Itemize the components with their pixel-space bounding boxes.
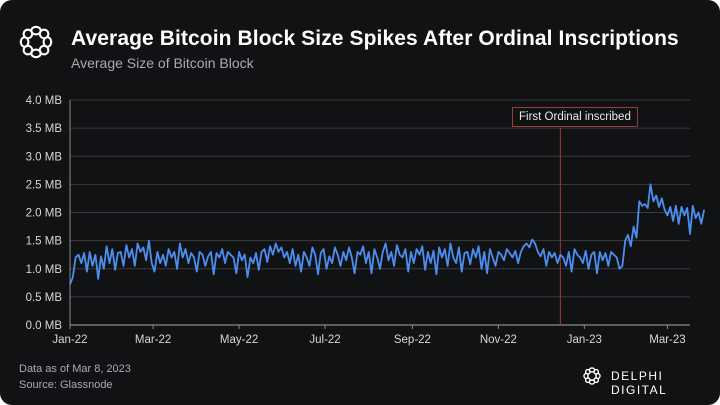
y-tick-label: 0.0 MB <box>26 320 63 332</box>
x-tick-label: Mar-23 <box>649 334 685 346</box>
y-tick-label: 1.5 MB <box>26 236 63 248</box>
data-source: Source: Glassnode <box>19 379 113 391</box>
x-tick-label: Mar-22 <box>135 334 171 346</box>
chart-title: Average Bitcoin Block Size Spikes After … <box>71 27 679 50</box>
delphi-brand-logo-icon <box>583 367 601 385</box>
x-tick-label: Jul-22 <box>309 334 340 346</box>
y-tick-label: 2.5 MB <box>26 179 63 191</box>
x-tick-label: Sep-22 <box>394 334 431 346</box>
y-axis-ticks: 0.0 MB 0.5 MB 1.0 MB 1.5 MB 2.0 MB 2.5 MB 3.0 … <box>26 95 63 332</box>
x-axis: Jan-22 Mar-22 May-22 Jul-22 Sep-22 Nov-22 Jan-… <box>52 100 690 346</box>
y-tick-label: 3.5 MB <box>26 123 63 135</box>
gridlines <box>70 99 690 298</box>
y-tick-label: 4.0 MB <box>26 95 63 107</box>
data-date: Data as of Mar 8, 2023 <box>19 363 131 375</box>
x-tick-label: Jan-22 <box>52 334 87 346</box>
annotation-first-ordinal: First Ordinal inscribed <box>512 107 638 127</box>
x-tick-label: May-22 <box>220 334 258 346</box>
y-tick-label: 3.0 MB <box>26 151 63 163</box>
y-tick-label: 1.0 MB <box>26 264 63 276</box>
chart-subtitle: Average Size of Bitcoin Block <box>71 55 254 71</box>
x-tick-label: Jan-23 <box>567 334 602 346</box>
brand-name: DELPHI DIGITAL <box>611 369 668 397</box>
y-tick-label: 0.5 MB <box>26 292 63 304</box>
series-line-block-size <box>69 183 705 285</box>
x-tick-label: Nov-22 <box>480 334 517 346</box>
delphi-logo-icon <box>19 25 53 59</box>
data-points <box>70 184 704 284</box>
y-tick-label: 2.0 MB <box>26 208 63 220</box>
